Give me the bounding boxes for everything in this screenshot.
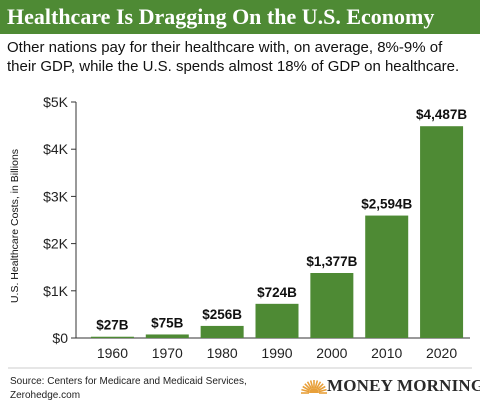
y-tick-label: $2K — [43, 236, 69, 252]
bar-1970 — [145, 334, 189, 338]
chart-title: Healthcare Is Dragging On the U.S. Econo… — [0, 0, 480, 34]
sun-ray — [304, 383, 312, 391]
x-tick-label: 1980 — [207, 345, 238, 361]
sun-ray — [318, 388, 327, 393]
sun-ray — [316, 383, 324, 391]
bar-1980 — [200, 325, 244, 338]
chart-subtitle: Other nations pay for their healthcare w… — [7, 39, 460, 75]
data-label-1970: $75B — [151, 315, 184, 330]
sun-ray — [317, 385, 326, 392]
sun-ray — [314, 380, 319, 389]
money-morning-logo: MONEY MORNING — [300, 371, 480, 401]
bar-2020 — [420, 126, 464, 339]
data-label-1980: $256B — [202, 307, 242, 322]
sun-logo-icon — [301, 380, 327, 394]
x-tick-label: 1970 — [152, 345, 183, 361]
data-label-2020: $4,487B — [416, 107, 467, 122]
bar-2010 — [365, 215, 409, 338]
sun-ray — [306, 381, 313, 390]
data-label-1960: $27B — [96, 318, 129, 333]
bar-1990 — [255, 303, 299, 338]
x-tick-label: 2000 — [316, 345, 347, 361]
y-axis-label: U.S. Healthcare Costs, in Billions — [9, 149, 21, 303]
y-tick-label: $4K — [43, 141, 69, 157]
y-tick-label: $1K — [43, 283, 69, 299]
sun-ray — [309, 380, 314, 389]
bar-1960 — [90, 336, 134, 338]
x-tick-label: 2020 — [426, 345, 457, 361]
x-tick-label: 1990 — [261, 345, 292, 361]
source-note: Source: Centers for Medicare and Medicai… — [10, 376, 247, 401]
y-tick-label: $3K — [43, 188, 69, 204]
y-tick-label: $0 — [52, 330, 68, 346]
data-label-2010: $2,594B — [361, 197, 412, 212]
sun-ray — [301, 388, 310, 393]
sun-disc — [309, 388, 319, 393]
sun-ray — [302, 385, 311, 392]
y-tick-label: $5K — [43, 94, 69, 110]
x-tick-label: 1960 — [97, 345, 128, 361]
logo-text: MONEY MORNING — [327, 376, 480, 395]
data-label-2000: $1,377B — [306, 254, 357, 269]
bar-2000 — [310, 273, 354, 338]
sun-ray — [315, 381, 322, 390]
data-label-1990: $724B — [257, 285, 297, 300]
x-tick-label: 2010 — [371, 345, 402, 361]
